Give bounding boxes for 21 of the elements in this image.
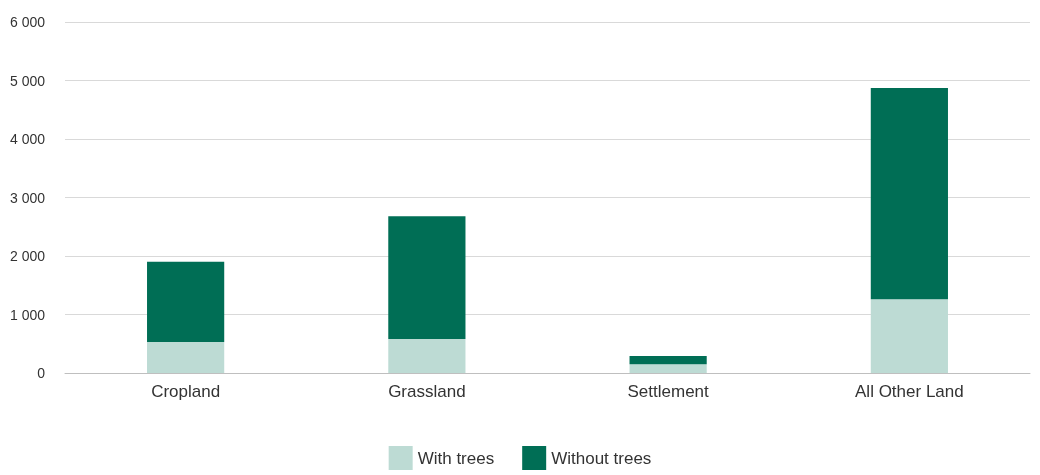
bar [629,364,707,373]
bar [870,299,948,373]
bar [870,88,948,300]
x-tick-label: All Other Land [855,382,964,401]
bar [147,342,225,373]
bar [388,216,466,340]
legend-label: With trees [417,448,495,468]
legend-label: Without trees [551,448,652,468]
bar [629,356,707,365]
bar [388,339,466,373]
x-tick-label: Grassland [388,382,466,401]
y-tick-label: 3 000 [9,189,46,206]
y-tick-label: 5 000 [9,72,46,89]
y-tick-label: 6 000 [9,14,46,30]
x-tick-label: Cropland [151,382,221,401]
y-tick-label: 2 000 [9,248,46,264]
y-tick-label: 0 [37,365,46,381]
y-tick-label: 1 000 [9,306,46,323]
x-tick-label: Settlement [627,382,710,401]
bar [147,261,225,342]
y-tick-label: 4 000 [9,131,46,147]
